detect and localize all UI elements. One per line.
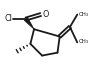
Text: CH₃: CH₃: [79, 12, 89, 17]
Polygon shape: [24, 18, 34, 29]
Text: CH₃: CH₃: [79, 39, 89, 44]
Text: Cl: Cl: [4, 14, 12, 23]
Text: O: O: [43, 10, 49, 19]
